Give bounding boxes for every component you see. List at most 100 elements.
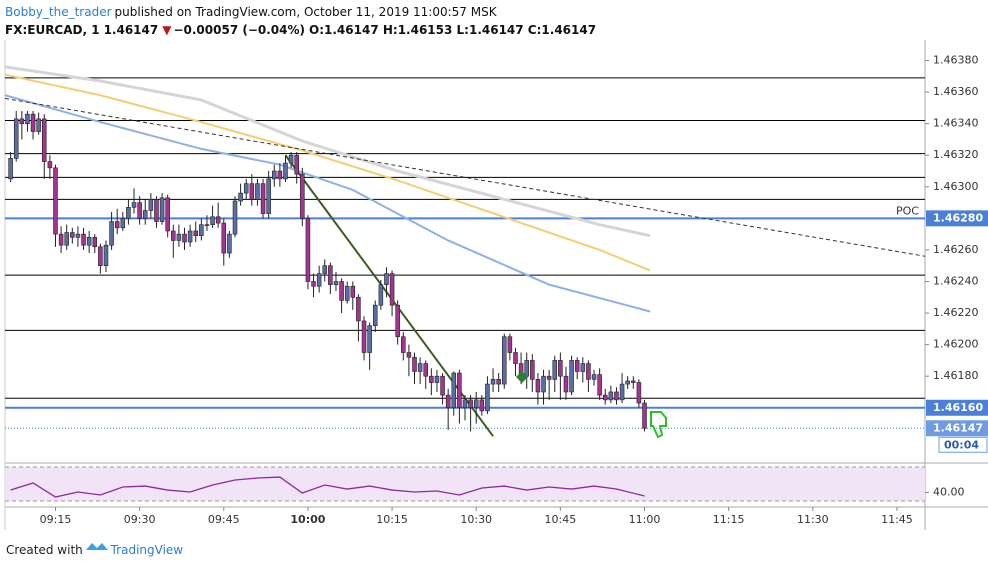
candle-body (479, 399, 485, 412)
candle-body (249, 183, 255, 200)
y-tick-label: 1.46180 (933, 369, 979, 382)
candle-body (204, 224, 210, 226)
candle-body (401, 336, 406, 353)
indicator-line (5, 73, 651, 272)
candle-body (131, 202, 137, 208)
rsi-tick-label: 40.00 (933, 486, 965, 499)
candle-body (496, 379, 501, 385)
candle-body (406, 352, 412, 358)
candle-body (316, 273, 322, 287)
candle-body (636, 382, 642, 404)
x-tick-label: 11:30 (797, 513, 829, 526)
candle-body (92, 236, 98, 248)
candle-body (109, 221, 114, 246)
candle-body (412, 356, 417, 372)
candle-body (586, 363, 591, 380)
candle-body (311, 281, 316, 287)
candle-body (417, 363, 423, 372)
candle-body (490, 379, 496, 385)
candle-body (176, 233, 182, 241)
change-arrow: ▼ (162, 23, 172, 37)
price-label: 1.46160 (933, 401, 983, 414)
candle-body (165, 197, 170, 232)
candle-body (120, 218, 126, 229)
candle-body (305, 218, 311, 282)
candle-body (468, 399, 473, 409)
candle-body (255, 183, 260, 200)
candle-body (535, 379, 541, 393)
x-tick-label: 09:30 (124, 513, 156, 526)
candle-body (137, 202, 142, 219)
x-tick-label: 10:00 (290, 513, 325, 526)
price-pane (5, 65, 925, 437)
candle-body (614, 391, 619, 401)
y-tick-label: 1.46260 (933, 243, 979, 256)
candle-body (114, 221, 120, 229)
candle-body (30, 113, 36, 132)
publish-info: published on TradingView.com, October 11… (114, 5, 497, 19)
candle-body (389, 273, 395, 306)
candle-body (283, 162, 288, 180)
x-tick-label: 10:45 (545, 513, 577, 526)
candle-body (546, 375, 552, 380)
candle-body (513, 352, 518, 364)
candle-body (215, 216, 221, 224)
y-tick-label: 1.46380 (933, 54, 979, 67)
rsi-line (10, 476, 645, 498)
candle-body (473, 399, 479, 409)
price-label: 1.46280 (933, 211, 983, 224)
countdown-bg (938, 436, 988, 453)
candle-body (159, 197, 165, 222)
footer-brand[interactable]: TradingView (110, 543, 184, 557)
candle-body (457, 372, 462, 409)
author[interactable]: Bobby_the_trader (5, 5, 112, 19)
price-label-bg (926, 399, 988, 416)
candle-body (462, 399, 468, 409)
candle-body (367, 325, 372, 353)
candle-body (451, 372, 457, 409)
x-tick-label: 09:45 (208, 513, 240, 526)
candle-body (356, 296, 361, 322)
candle-body (642, 402, 647, 429)
x-tick-label: 11:00 (629, 513, 661, 526)
candle-body (142, 210, 148, 219)
candle-body (260, 183, 266, 214)
candle-body (227, 233, 232, 254)
candle-body (272, 170, 277, 180)
indicator-line (5, 97, 925, 257)
candle-body (429, 375, 434, 383)
footer-prefix: Created with (6, 543, 83, 557)
candle-body (619, 383, 625, 401)
candle-body (574, 360, 580, 372)
x-tick-label: 11:45 (881, 513, 913, 526)
symbol: FX:EURCAD, 1 (5, 23, 100, 37)
indicator-line (5, 94, 651, 313)
candle-body (602, 394, 608, 401)
x-tick-label: 10:15 (376, 513, 408, 526)
candle-body (339, 281, 344, 301)
candle-body (221, 222, 227, 254)
candle-body (238, 192, 243, 202)
candle-body (558, 360, 563, 377)
candle-body (47, 161, 53, 169)
candle-body (126, 207, 131, 219)
candle-body (300, 173, 305, 219)
ohlc: O:1.46147 H:1.46153 L:1.46147 C:1.46147 (309, 23, 597, 37)
last-label: 1.46147 (933, 421, 983, 434)
candle-body (625, 380, 630, 385)
candle-body (210, 216, 215, 225)
candle-body (148, 199, 154, 211)
header: Bobby_the_trader published on TradingView… (5, 3, 600, 39)
y-tick-label: 1.46220 (933, 306, 979, 319)
indicator-pane (5, 466, 925, 502)
candle-body (171, 230, 176, 241)
candle-body (328, 265, 333, 285)
candle-body (36, 118, 41, 132)
candle-body (64, 232, 69, 246)
candle-body (103, 244, 109, 267)
candle-body (42, 118, 47, 162)
candle-body (333, 281, 339, 285)
candle-body (563, 375, 569, 393)
